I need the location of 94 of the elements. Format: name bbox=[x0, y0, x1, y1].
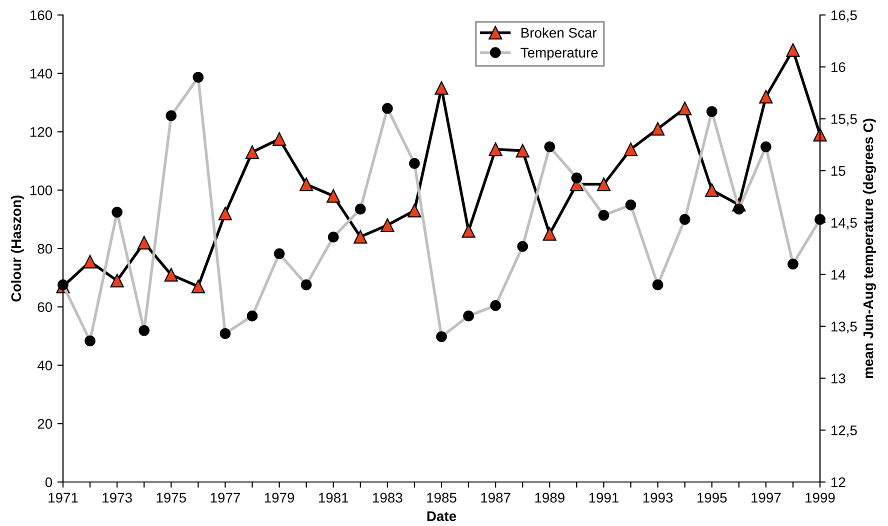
point bbox=[705, 183, 719, 197]
x-tick-label: 1975 bbox=[156, 492, 186, 503]
y2-tick-label: 16,5 bbox=[831, 10, 857, 22]
point bbox=[463, 310, 474, 322]
y-tick-label: 120 bbox=[30, 127, 52, 137]
point bbox=[164, 268, 178, 282]
point bbox=[137, 236, 151, 250]
point bbox=[436, 331, 447, 342]
point bbox=[516, 144, 530, 158]
point bbox=[571, 172, 582, 184]
point bbox=[382, 102, 393, 114]
x-tick-label: 1977 bbox=[210, 492, 240, 503]
x-tick-label: 1987 bbox=[481, 492, 510, 503]
x-tick-label: 1993 bbox=[643, 492, 673, 503]
point bbox=[191, 280, 205, 294]
y2-tick-label: 13 bbox=[831, 374, 846, 384]
y2-tick-label: 12 bbox=[831, 477, 846, 488]
y2-tick-label: 13,5 bbox=[831, 322, 857, 334]
point bbox=[300, 279, 312, 290]
point bbox=[58, 279, 68, 290]
x-tick-label: 1983 bbox=[373, 492, 402, 503]
point bbox=[624, 142, 638, 156]
point bbox=[625, 200, 636, 210]
y2-tick-label: 12,5 bbox=[831, 425, 857, 437]
point bbox=[678, 102, 692, 116]
point bbox=[245, 145, 260, 159]
point bbox=[490, 300, 501, 311]
point bbox=[112, 206, 122, 218]
point bbox=[409, 158, 420, 169]
y-tick-label: 20 bbox=[38, 418, 52, 429]
point bbox=[354, 230, 368, 244]
point bbox=[166, 110, 177, 122]
x-tick-label: 1989 bbox=[535, 492, 564, 503]
point bbox=[192, 72, 204, 83]
y-axis-title: Colour (Haszon) bbox=[10, 196, 24, 302]
point bbox=[138, 325, 150, 336]
x-tick-label: 1981 bbox=[318, 492, 348, 503]
x-tick-label: 1985 bbox=[427, 492, 456, 503]
point bbox=[706, 106, 718, 117]
point bbox=[380, 218, 394, 232]
x-tick-label: 1999 bbox=[806, 492, 835, 503]
point bbox=[679, 214, 690, 225]
y-tick-label: 40 bbox=[37, 360, 52, 370]
x-tick-label: 1995 bbox=[697, 492, 727, 503]
y-tick-label: 160 bbox=[30, 10, 52, 20]
y-tick-label: 60 bbox=[38, 302, 52, 312]
point bbox=[218, 206, 232, 220]
point bbox=[326, 189, 340, 203]
y2-tick-label: 14,5 bbox=[831, 218, 857, 230]
point bbox=[354, 204, 366, 214]
point bbox=[83, 254, 97, 268]
point bbox=[786, 43, 800, 57]
y-tick-label: 140 bbox=[30, 68, 52, 79]
point bbox=[300, 177, 314, 192]
y-tick-label: 100 bbox=[30, 185, 52, 196]
y2-tick-label: 15 bbox=[831, 166, 846, 176]
point bbox=[814, 214, 826, 225]
y-tick-label: 0 bbox=[45, 477, 52, 488]
point bbox=[246, 310, 258, 322]
point bbox=[488, 142, 502, 156]
point bbox=[813, 128, 827, 142]
point bbox=[84, 335, 96, 346]
point bbox=[598, 210, 610, 221]
point bbox=[596, 177, 611, 192]
point bbox=[542, 227, 556, 241]
y2-tick-label: 16 bbox=[831, 62, 846, 72]
point bbox=[328, 232, 339, 242]
x-axis-title: Date bbox=[427, 511, 456, 522]
point bbox=[462, 224, 476, 238]
point bbox=[110, 274, 124, 288]
point bbox=[434, 81, 448, 95]
y2-axis-title: mean Jun-Aug temperature (degrees C) bbox=[863, 118, 876, 378]
y2-tick-label: 14 bbox=[831, 270, 846, 280]
point bbox=[733, 204, 744, 214]
point bbox=[544, 141, 556, 152]
y2-tick-label: 15,5 bbox=[831, 114, 857, 126]
point bbox=[759, 90, 773, 104]
x-tick-label: 1971 bbox=[48, 492, 78, 503]
x-tick-label: 1991 bbox=[589, 492, 618, 503]
point bbox=[517, 241, 528, 252]
point bbox=[652, 279, 664, 290]
point bbox=[788, 258, 798, 270]
y-tick-label: 80 bbox=[38, 244, 52, 254]
legend-label: Temperature bbox=[520, 48, 598, 60]
point bbox=[408, 204, 422, 218]
legend-label: Broken Scar bbox=[522, 28, 597, 38]
point bbox=[220, 328, 231, 340]
point bbox=[272, 132, 286, 146]
point bbox=[650, 122, 665, 136]
x-tick-label: 1979 bbox=[264, 492, 294, 503]
point bbox=[760, 141, 772, 152]
x-tick-label: 1973 bbox=[102, 492, 132, 503]
point bbox=[274, 248, 285, 260]
x-tick-label: 1997 bbox=[752, 492, 781, 503]
